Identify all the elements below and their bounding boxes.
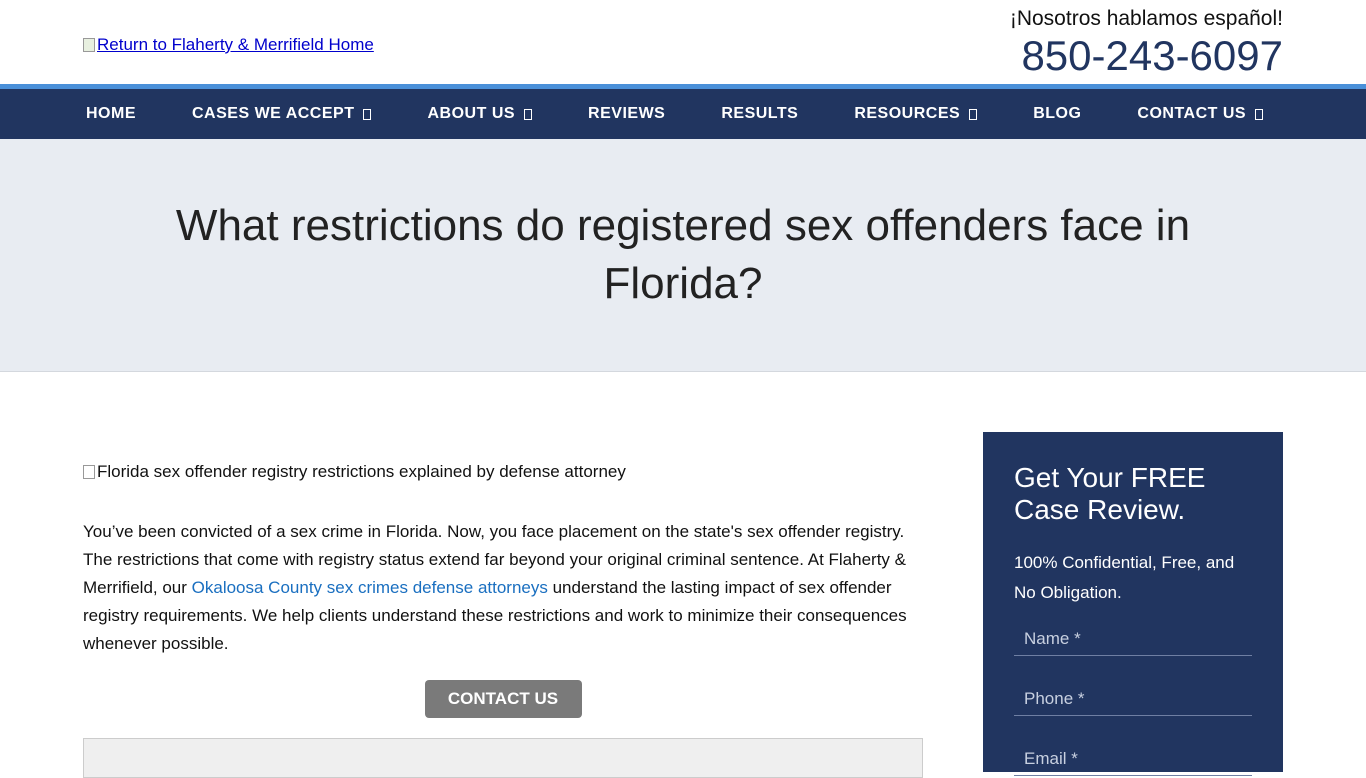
name-field[interactable] [1014, 622, 1252, 656]
paragraph-text: understand the lasting impact of sex off… [83, 578, 907, 653]
dropdown-icon [1255, 108, 1264, 120]
content-box [83, 738, 923, 778]
nav-item-label: BLOG [1033, 105, 1082, 122]
broken-image-icon [83, 465, 95, 479]
phone-field[interactable] [1014, 682, 1252, 716]
contact-us-button[interactable]: CONTACT US [424, 680, 582, 718]
nav-item-label: CONTACT US [1137, 105, 1247, 122]
spanish-notice: ¡Nosotros hablamos español! [1009, 7, 1283, 30]
article-image: Florida sex offender registry restrictio… [83, 462, 923, 482]
nav-item-label: HOME [86, 105, 136, 122]
dropdown-icon [969, 108, 978, 120]
nav-item-results[interactable]: RESULTS [721, 105, 798, 123]
logo-link[interactable]: Return to Flaherty & Merrifield Home [83, 35, 374, 55]
nav-item-label: CASES WE ACCEPT [192, 105, 355, 122]
sex-crimes-attorneys-link[interactable]: Okaloosa County sex crimes defense attor… [191, 578, 548, 597]
nav-item-blog[interactable]: BLOG [1033, 105, 1081, 123]
nav-item-contact-us[interactable]: CONTACT US [1137, 105, 1264, 123]
phone-link[interactable]: 850-243-6097 [1021, 32, 1283, 79]
email-field[interactable] [1014, 742, 1252, 776]
form-title: Get Your FREE Case Review. [1014, 462, 1206, 525]
logo-alt-text: Return to Flaherty & Merrifield Home [97, 35, 374, 54]
nav-item-about-us[interactable]: ABOUT US [427, 105, 533, 123]
case-review-form: Get Your FREE Case Review. 100% Confiden… [983, 432, 1283, 776]
dropdown-icon [524, 108, 533, 120]
page-title: What restrictions do registered sex offe… [175, 201, 1191, 308]
dropdown-icon [363, 108, 372, 120]
nav-item-label: ABOUT US [427, 105, 516, 122]
nav-item-home[interactable]: HOME [86, 105, 136, 123]
broken-image-icon [83, 38, 95, 52]
hero-banner: What restrictions do registered sex offe… [0, 139, 1366, 372]
nav-item-reviews[interactable]: REVIEWS [588, 105, 665, 123]
nav-item-label: RESULTS [721, 105, 799, 122]
nav-item-label: REVIEWS [588, 105, 666, 122]
nav-item-resources[interactable]: RESOURCES [854, 105, 978, 123]
nav-item-label: RESOURCES [854, 105, 961, 122]
intro-paragraph: You’ve been convicted of a sex crime in … [83, 518, 923, 658]
site-header: Return to Flaherty & Merrifield Home ¡No… [0, 0, 1366, 84]
form-subtitle: 100% Confidential, Free, and No Obligati… [1014, 553, 1235, 602]
main-nav: HOME CASES WE ACCEPT ABOUT US REVIEWS RESULT… [0, 84, 1366, 139]
nav-item-cases-we-accept[interactable]: CASES WE ACCEPT [192, 105, 372, 123]
image-alt-text: Florida sex offender registry restrictio… [97, 462, 626, 481]
paragraph-text: You’ve been convicted of a sex crime in … [83, 522, 906, 597]
article-content: Florida sex offender registry restrictio… [83, 462, 923, 778]
